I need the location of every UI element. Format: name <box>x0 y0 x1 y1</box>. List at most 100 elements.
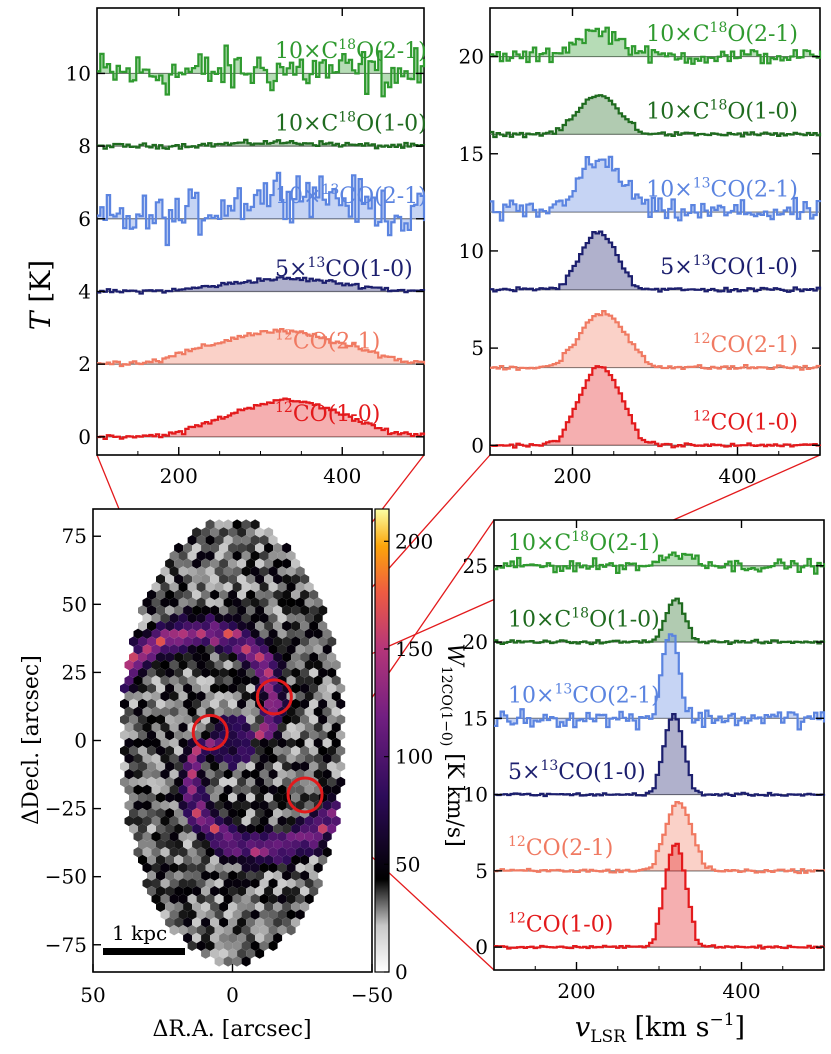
hex-cell <box>205 925 215 936</box>
hex-cell <box>322 784 332 795</box>
hex-cell <box>129 636 138 647</box>
hex-cell <box>255 589 265 600</box>
hex-cell <box>196 535 206 546</box>
hex-cell <box>264 808 274 819</box>
hex-cell <box>151 769 161 780</box>
hex-cell <box>219 542 229 554</box>
hex-cell <box>183 714 193 725</box>
hex-cell <box>151 644 161 655</box>
hex-cell <box>205 659 215 671</box>
hex-cell <box>300 636 310 647</box>
hex-cell <box>205 878 215 889</box>
hex-cell <box>187 675 197 686</box>
map-y-tick-label: 0 <box>74 729 87 753</box>
hex-cell <box>165 589 175 600</box>
hex-cell <box>192 901 202 912</box>
hex-cell <box>237 542 247 554</box>
hex-cell <box>228 839 238 850</box>
series-fill <box>490 366 820 448</box>
hex-cell <box>151 659 161 671</box>
hex-cell <box>214 940 224 951</box>
hex-cell <box>160 847 170 858</box>
hex-cell <box>192 652 202 663</box>
series-fill <box>490 231 820 292</box>
hex-cell <box>165 683 175 694</box>
hex-cell <box>147 730 156 741</box>
hex-cell <box>277 784 287 795</box>
hex-cell <box>210 667 220 678</box>
hex-cell <box>210 901 220 912</box>
hex-cell <box>228 730 238 741</box>
hex-cell <box>196 878 206 889</box>
hex-cell <box>232 675 242 686</box>
map-x-tick-label: −50 <box>351 983 393 1007</box>
hex-cell <box>228 901 238 912</box>
hex-cell <box>241 659 251 671</box>
hex-cell <box>214 644 224 655</box>
hex-cell <box>183 823 193 834</box>
hex-cell <box>205 815 215 827</box>
hex-cell <box>309 886 319 897</box>
hex-cell <box>187 613 197 624</box>
hex-cell <box>223 519 233 530</box>
hex-cell <box>169 675 179 686</box>
hex-cell <box>327 667 337 678</box>
hex-cell <box>322 644 332 655</box>
hex-cell <box>142 628 152 639</box>
hex-cell <box>201 823 211 834</box>
hex-cell <box>246 667 256 678</box>
hex-cell <box>237 776 247 788</box>
hex-cell <box>142 815 152 827</box>
hex-cell <box>178 893 188 905</box>
hex-cell <box>273 542 283 554</box>
hex-cell <box>210 542 220 554</box>
hex-cell <box>313 815 323 827</box>
hex-cell <box>228 652 238 663</box>
hex-cell <box>169 893 179 905</box>
hex-cell <box>129 776 138 788</box>
hex-cell <box>142 878 152 889</box>
hex-cell <box>295 862 305 873</box>
hex-cell <box>228 558 238 569</box>
hex-cell <box>246 808 256 819</box>
hex-cell <box>277 815 287 827</box>
hex-cell <box>277 831 287 842</box>
hex-cell <box>237 745 247 756</box>
hex-cell <box>156 761 166 772</box>
hex-cell <box>318 683 328 694</box>
hex-cell <box>223 706 233 717</box>
hex-cell <box>228 636 238 647</box>
hex-cell <box>255 870 265 881</box>
series-line <box>97 44 426 98</box>
hex-cell <box>165 901 175 912</box>
hex-cell <box>318 776 328 788</box>
hex-cell <box>142 613 152 624</box>
hex-cell <box>250 581 260 593</box>
hex-cell <box>192 558 202 569</box>
hex-cell <box>196 613 206 624</box>
y-tick-label: 4 <box>78 279 91 303</box>
y-tick-label: 10 <box>459 239 484 263</box>
hex-cell <box>133 831 143 842</box>
hex-cell <box>232 753 242 764</box>
hex-cell <box>277 644 287 655</box>
hex-cell <box>201 652 211 663</box>
hex-cell <box>309 652 319 663</box>
hex-cell <box>264 714 274 725</box>
hex-cell <box>336 683 346 694</box>
hex-cell <box>192 574 202 585</box>
hex-cell <box>250 862 260 873</box>
series-label: 10×C18O(1-0) <box>275 109 427 136</box>
hex-cell <box>331 675 341 686</box>
hex-cell <box>232 566 242 577</box>
y-tick-label: 20 <box>463 630 488 654</box>
hex-cell <box>160 893 170 905</box>
map-hex-cells <box>120 519 346 967</box>
hex-cell <box>309 605 319 616</box>
hex-cell <box>232 784 242 795</box>
hex-cell <box>169 613 179 624</box>
hex-cell <box>255 636 265 647</box>
hex-cell <box>201 730 211 741</box>
hex-cell <box>282 745 292 756</box>
hex-cell <box>196 581 206 593</box>
